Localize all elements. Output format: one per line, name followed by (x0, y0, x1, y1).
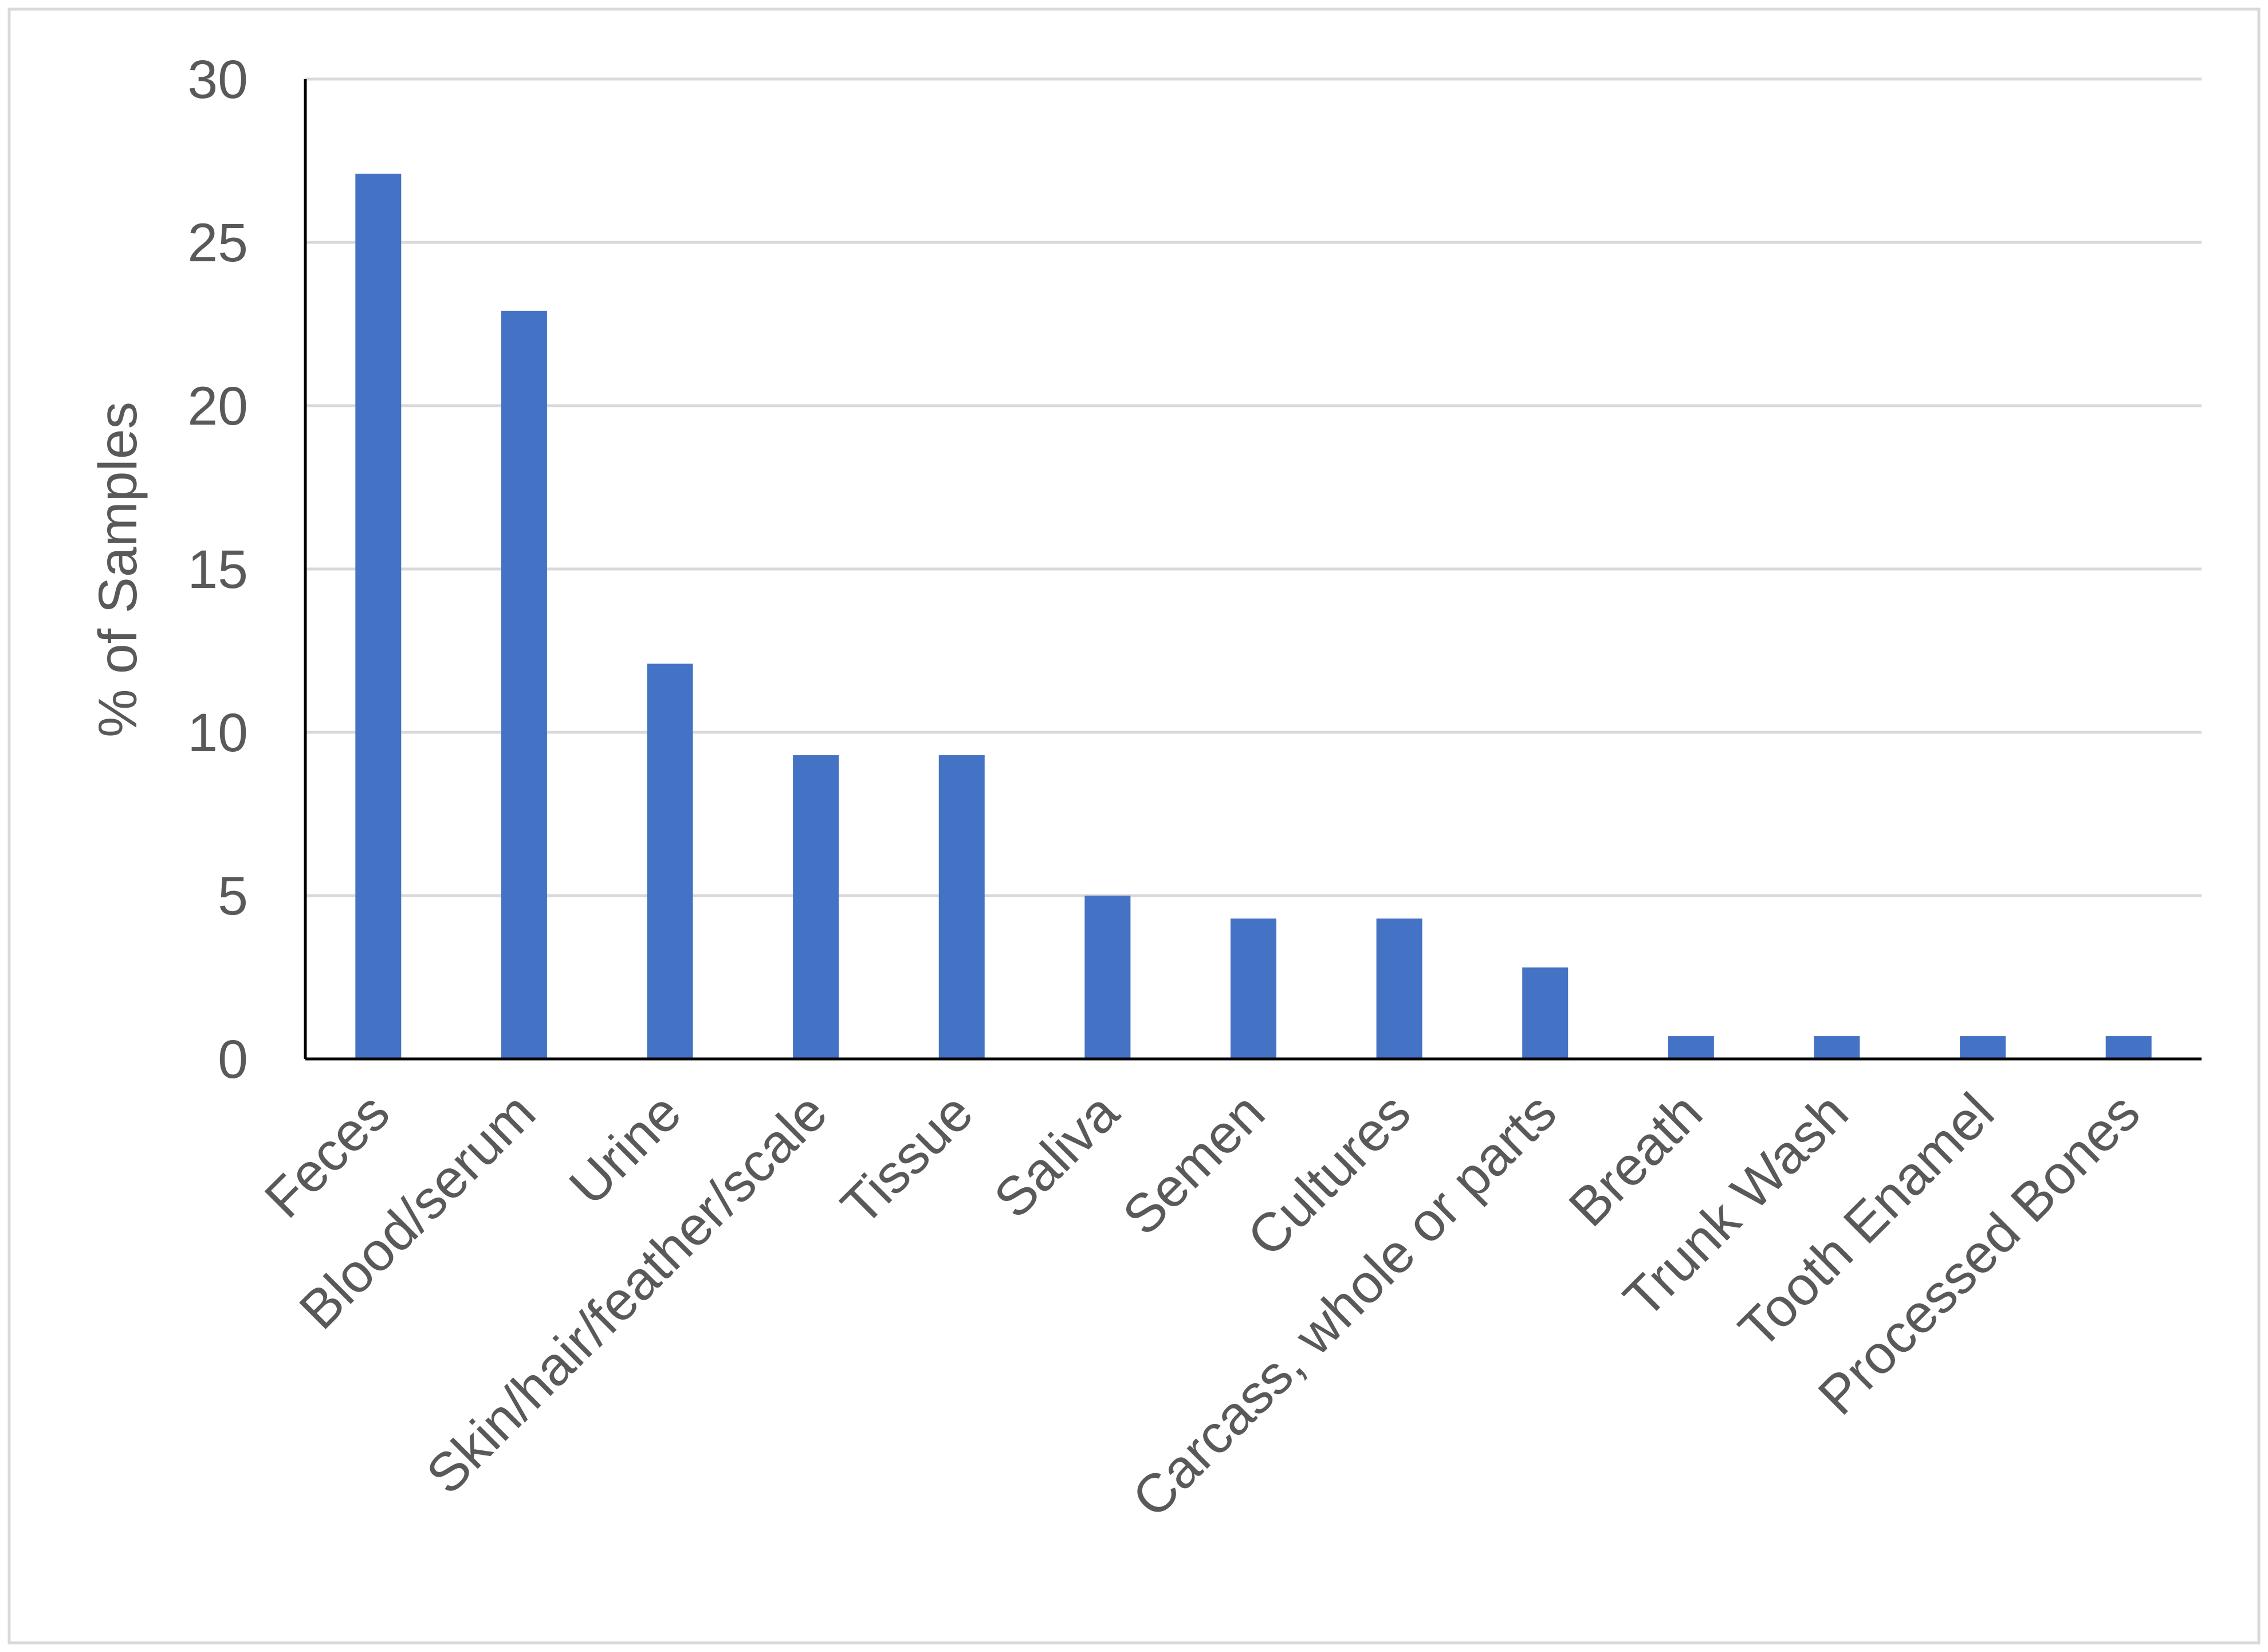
bar (1960, 1036, 2006, 1059)
y-tick-label: 20 (187, 376, 248, 437)
bar (938, 755, 985, 1059)
bar (1084, 896, 1131, 1059)
y-tick-label: 10 (187, 703, 248, 763)
chart-border (7, 7, 2261, 1645)
bar (793, 755, 839, 1059)
bar (1668, 1036, 1714, 1059)
bar (501, 311, 547, 1060)
bar (2105, 1036, 2152, 1059)
y-tick-label: 30 (187, 49, 248, 110)
y-tick-labels: 0 5 10 15 20 25 30 (187, 49, 248, 1090)
bar (1231, 918, 1276, 1059)
bar (647, 664, 693, 1059)
y-tick-label: 0 (218, 1029, 248, 1090)
bar (1814, 1036, 1860, 1059)
gridlines (305, 77, 2202, 897)
bars (355, 174, 2152, 1060)
y-tick-label: 15 (187, 539, 248, 600)
y-tick-label: 25 (187, 213, 248, 273)
bar (1376, 918, 1422, 1059)
y-axis-label: % of Samples (88, 402, 148, 737)
bar (1522, 967, 1569, 1059)
y-tick-label: 5 (218, 866, 248, 927)
bar (355, 174, 402, 1059)
axes (304, 79, 2202, 1061)
